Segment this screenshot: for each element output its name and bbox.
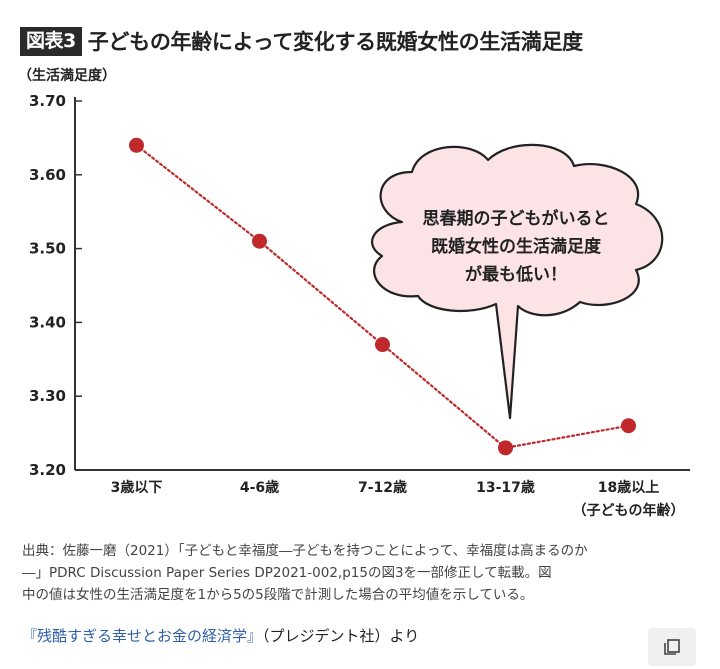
- book-source: 『残酷すぎる幸せとお金の経済学』（プレジデント社）より: [22, 625, 419, 646]
- y-tick-label: 3.40: [29, 313, 66, 331]
- source-caption: 出典：佐藤一磨（2021）「子どもと幸福度―子どもを持つことによって、幸福度は高…: [22, 540, 698, 606]
- y-axis-label: （生活満足度）: [18, 67, 116, 84]
- x-axis-label: （子どもの年齢）: [573, 502, 685, 519]
- publisher-text: （プレジデント社）より: [262, 627, 420, 645]
- data-point: [498, 440, 513, 456]
- y-tick-label: 3.60: [29, 166, 66, 184]
- data-point: [252, 233, 267, 249]
- copy-button[interactable]: [648, 628, 696, 666]
- caption-line: 出典：佐藤一磨（2021）「子どもと幸福度―子どもを持つことによって、幸福度は高…: [22, 543, 588, 559]
- callout-text-line: が最も低い！: [465, 264, 567, 285]
- y-tick-label: 3.30: [29, 387, 66, 405]
- callout-text-line: 既婚女性の生活満足度: [431, 236, 602, 257]
- line-chart: （生活満足度） 3.70 3.60 3.50 3.40 3.30 3.20 3歳以下 4-6歳 7…: [18, 67, 690, 519]
- copy-icon: [664, 639, 680, 655]
- x-tick-label: 7-12歳: [358, 479, 407, 496]
- y-tick-label: 3.20: [29, 461, 66, 479]
- figure-header: 図表3 子どもの年齢によって変化する既婚女性の生活満足度: [20, 26, 583, 56]
- callout-cloud-shape: [370, 143, 664, 420]
- data-point: [621, 418, 636, 434]
- x-tick-label: 4-6歳: [240, 479, 279, 496]
- figure-badge: 図表3: [20, 26, 82, 56]
- data-point: [375, 337, 390, 353]
- callout-text-line: 思春期の子どもがいると: [423, 208, 610, 229]
- data-point: [129, 137, 144, 153]
- book-title-link[interactable]: 『残酷すぎる幸せとお金の経済学』: [22, 627, 263, 645]
- y-tick-label: 3.50: [29, 240, 66, 258]
- x-tick-label: 18歳以上: [598, 479, 659, 496]
- figure-title: 子どもの年齢によって変化する既婚女性の生活満足度: [87, 30, 583, 54]
- y-tick-label: 3.70: [29, 92, 66, 110]
- caption-line: 中の値は女性の生活満足度を1から5の5段階で計測した場合の平均値を示している。: [22, 587, 534, 603]
- x-tick-label: 3歳以下: [111, 479, 163, 496]
- x-tick-label: 13-17歳: [476, 479, 535, 496]
- caption-line: ―」PDRC Discussion Paper Series DP2021-00…: [22, 565, 552, 581]
